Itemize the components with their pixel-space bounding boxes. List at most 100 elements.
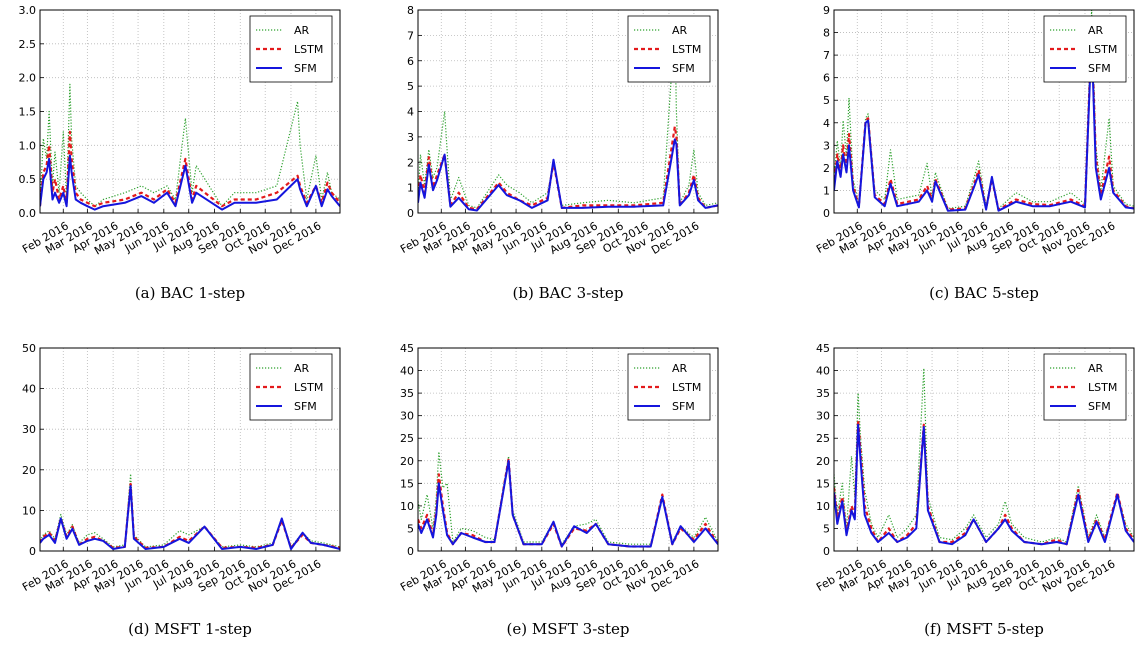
legend: AR LSTM SFM	[249, 353, 333, 421]
axes-frame	[417, 347, 719, 552]
y-tick-label: 35	[816, 387, 830, 400]
y-tick-label: 25	[816, 432, 830, 445]
y-tick-label: 5	[823, 94, 830, 107]
y-tick-label: 8	[407, 4, 414, 17]
y-tick-label: 4	[823, 117, 830, 130]
axes-frame	[39, 347, 341, 552]
subfigure-caption: (d) MSFT 1-step	[128, 620, 252, 638]
y-tick-label: 2	[407, 156, 414, 169]
legend: AR LSTM SFM	[627, 15, 711, 83]
legend-label: AR	[1088, 362, 1104, 375]
y-tick-label: 20	[400, 455, 414, 468]
y-tick-label: 2.5	[19, 38, 37, 51]
y-tick-label: 0	[407, 207, 414, 220]
subfigure-caption: (f) MSFT 5-step	[924, 620, 1044, 638]
y-tick-label: 7	[823, 49, 830, 62]
legend-label: SFM	[1088, 400, 1111, 413]
legend-label: LSTM	[672, 43, 701, 56]
legend-label: AR	[294, 362, 310, 375]
y-tick-label: 40	[22, 383, 36, 396]
legend-label: LSTM	[1088, 381, 1117, 394]
legend-label: SFM	[672, 62, 695, 75]
y-tick-label: 1	[823, 184, 830, 197]
axes-frame	[417, 9, 719, 214]
y-tick-label: 10	[22, 504, 36, 517]
y-tick-label: 45	[400, 342, 414, 355]
y-tick-label: 30	[400, 410, 414, 423]
y-tick-label: 40	[400, 365, 414, 378]
legend-label: AR	[1088, 24, 1104, 37]
series-line-ar	[40, 473, 340, 548]
legend-label: AR	[672, 362, 688, 375]
y-tick-label: 1	[407, 182, 414, 195]
y-tick-label: 4	[407, 106, 414, 119]
y-tick-label: 0	[29, 545, 36, 558]
series-line-sfm	[418, 138, 718, 212]
y-tick-label: 1.0	[19, 139, 37, 152]
y-tick-label: 3.0	[19, 4, 37, 17]
y-tick-label: 30	[816, 410, 830, 423]
subfigure-caption: (e) MSFT 3-step	[507, 620, 630, 638]
axes-frame	[833, 9, 1135, 214]
y-tick-label: 0.5	[19, 173, 37, 186]
y-tick-label: 0.0	[19, 207, 37, 220]
y-tick-label: 9	[823, 4, 830, 17]
legend-label: LSTM	[1088, 43, 1117, 56]
y-tick-label: 0	[823, 545, 830, 558]
legend-label: AR	[672, 24, 688, 37]
legend: AR LSTM SFM	[1043, 353, 1127, 421]
legend-label: AR	[294, 24, 310, 37]
y-tick-label: 2	[823, 162, 830, 175]
y-tick-label: 20	[816, 455, 830, 468]
legend: AR LSTM SFM	[627, 353, 711, 421]
y-tick-label: 20	[22, 464, 36, 477]
subfigure-caption: (c) BAC 5-step	[929, 284, 1039, 302]
legend-label: LSTM	[294, 381, 323, 394]
legend-label: SFM	[294, 62, 317, 75]
series-line-sfm	[418, 459, 718, 548]
series-line-sfm	[834, 423, 1134, 546]
y-tick-label: 5	[407, 522, 414, 535]
legend-label: SFM	[672, 400, 695, 413]
y-tick-label: 40	[816, 365, 830, 378]
legend-label: LSTM	[672, 381, 701, 394]
y-tick-label: 10	[400, 500, 414, 513]
y-tick-label: 5	[823, 522, 830, 535]
legend: AR LSTM SFM	[249, 15, 333, 83]
y-tick-label: 2.0	[19, 72, 37, 85]
series-line-sfm	[40, 485, 340, 550]
y-tick-label: 5	[407, 80, 414, 93]
y-tick-label: 15	[816, 477, 830, 490]
y-tick-label: 35	[400, 387, 414, 400]
y-tick-label: 25	[400, 432, 414, 445]
y-tick-label: 30	[22, 423, 36, 436]
series-line-lstm	[40, 130, 340, 208]
legend-label: SFM	[294, 400, 317, 413]
y-tick-label: 45	[816, 342, 830, 355]
axes-frame	[39, 9, 341, 214]
y-tick-label: 50	[22, 342, 36, 355]
y-tick-label: 1.5	[19, 106, 37, 119]
y-tick-label: 0	[823, 207, 830, 220]
legend-label: LSTM	[294, 43, 323, 56]
legend: AR LSTM SFM	[1043, 15, 1127, 83]
y-tick-label: 15	[400, 477, 414, 490]
subfigure-caption: (a) BAC 1-step	[135, 284, 245, 302]
series-line-sfm	[40, 154, 340, 211]
series-line-ar	[418, 24, 718, 209]
legend-label: SFM	[1088, 62, 1111, 75]
y-tick-label: 3	[407, 131, 414, 144]
y-tick-label: 0	[407, 545, 414, 558]
y-tick-label: 6	[823, 72, 830, 85]
y-tick-label: 3	[823, 139, 830, 152]
y-tick-label: 6	[407, 55, 414, 68]
series-line-ar	[40, 83, 340, 207]
axes-frame	[833, 347, 1135, 552]
